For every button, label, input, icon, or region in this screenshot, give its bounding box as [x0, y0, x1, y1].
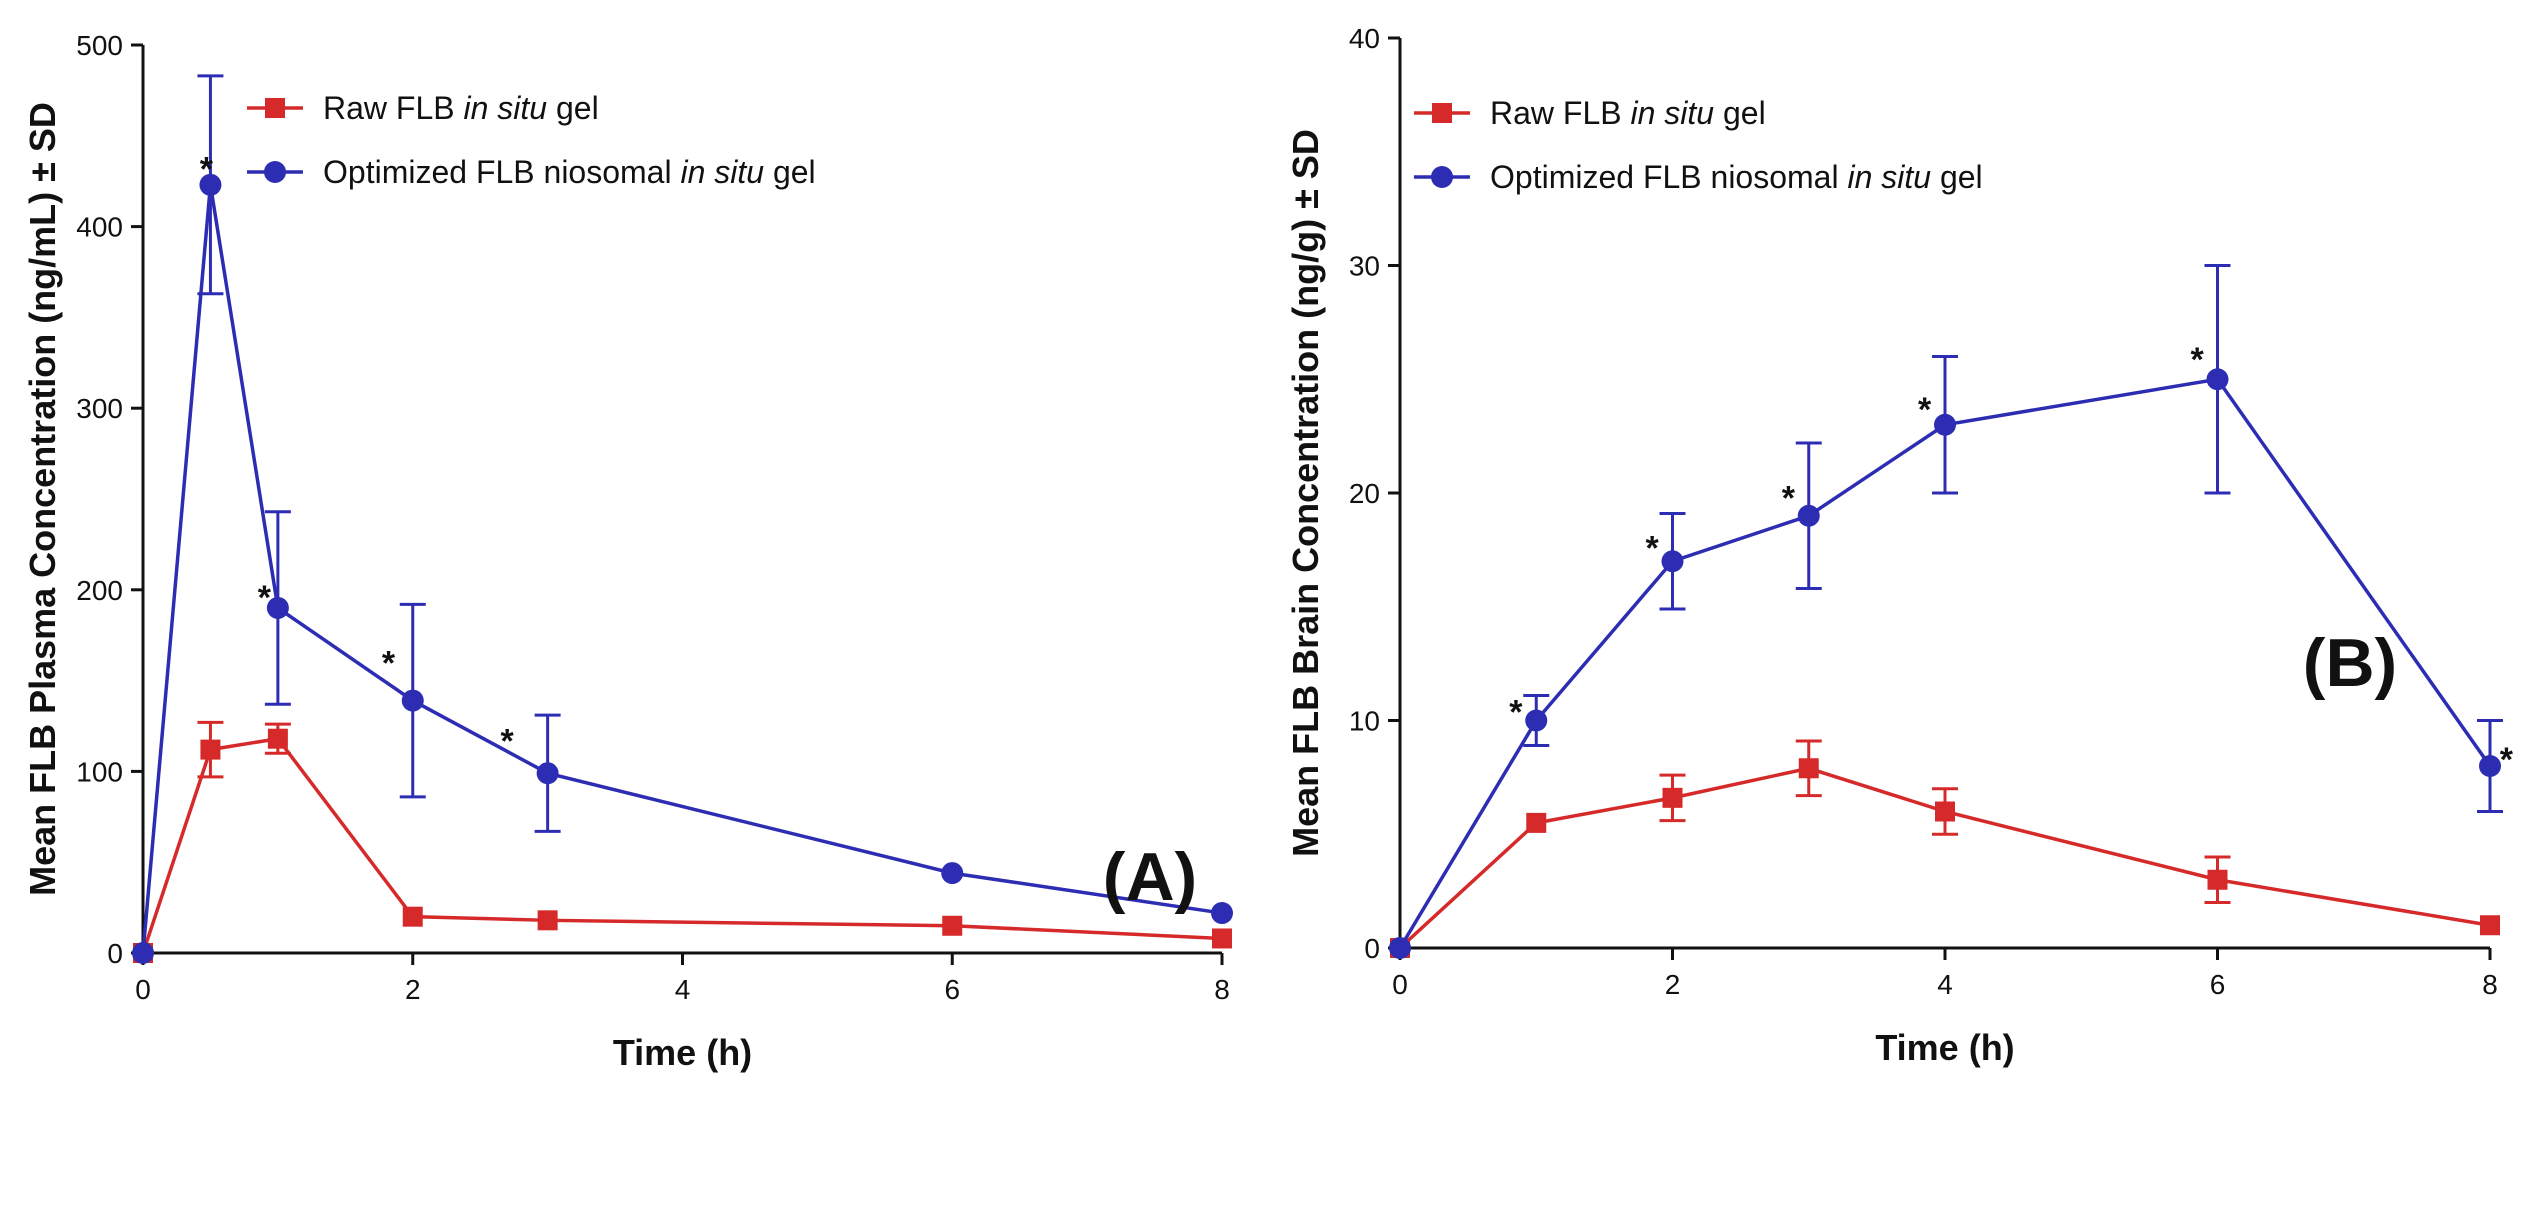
y-tick-label: 200: [76, 575, 123, 606]
series-raw-flb: [1390, 739, 2500, 958]
legend-item: Optimized FLB niosomal in situ gel: [1414, 159, 1983, 195]
x-tick-label: 0: [135, 974, 151, 1005]
y-tick-label: 40: [1349, 23, 1380, 54]
x-tick-label: 8: [1214, 974, 1230, 1005]
data-point: [941, 862, 964, 885]
x-axis-title: Time (h): [1875, 1027, 2014, 1068]
panel-label: (A): [1103, 839, 1197, 915]
data-point: [1934, 413, 1956, 436]
legend-label: Raw FLB in situ gel: [323, 90, 599, 126]
x-tick-label: 8: [2482, 969, 2498, 1000]
legend-marker: [265, 98, 285, 118]
legend-label: Raw FLB in situ gel: [1490, 95, 1766, 131]
panel-label: (B): [2303, 625, 2397, 701]
data-point: [1389, 937, 1411, 959]
legend-marker: [264, 161, 286, 183]
legend-label: Optimized FLB niosomal in situ gel: [1490, 159, 1983, 195]
data-point: [1662, 787, 1683, 808]
significance-marker: *: [1509, 693, 1523, 731]
data-point: [132, 942, 154, 964]
significance-marker: *: [2500, 741, 2514, 779]
data-point: [1525, 709, 1548, 732]
data-point: [1798, 758, 1819, 779]
legend-label-part: gel: [547, 90, 599, 126]
x-tick-label: 0: [1392, 969, 1408, 1000]
significance-marker: *: [1645, 530, 1659, 568]
x-tick-label: 4: [1937, 969, 1953, 1000]
data-point: [1661, 550, 1684, 573]
significance-marker: *: [200, 150, 214, 188]
x-axis-title: Time (h): [613, 1032, 752, 1073]
panel-a-chart: 0 2 4 6 8 0 100 200 300 400 500 Time (h) Mean FLB Pl…: [22, 30, 1233, 1073]
legend-label-part: gel: [1931, 159, 1983, 195]
data-point: [200, 739, 221, 760]
panel-b-chart: 0 2 4 6 8 0 10 20 30 40 Time (h) Mean FLB Brain Con…: [1285, 23, 2514, 1068]
data-point: [537, 910, 558, 931]
legend-label-part: gel: [764, 154, 816, 190]
series-raw-flb: [133, 720, 1232, 963]
legend-label-part: in situ: [680, 154, 764, 190]
y-tick-label: 300: [76, 393, 123, 424]
legend-item: Optimized FLB niosomal in situ gel: [247, 154, 816, 190]
data-point: [266, 596, 289, 619]
series-line: [141, 736, 1223, 954]
legend-label-part: Raw FLB: [1490, 95, 1630, 131]
legend-label-part: Optimized FLB niosomal: [1490, 159, 1847, 195]
y-tick-label: 0: [107, 938, 123, 969]
y-tick-label: 10: [1349, 706, 1380, 737]
legend-label-part: Raw FLB: [323, 90, 463, 126]
y-tick-label: 30: [1349, 251, 1380, 282]
x-tick-label: 2: [1665, 969, 1681, 1000]
legend-label: Optimized FLB niosomal in situ gel: [323, 154, 816, 190]
y-tick-label: 0: [1364, 933, 1380, 964]
legend-label-part: in situ: [1630, 95, 1714, 131]
significance-marker: *: [2190, 341, 2204, 379]
data-point: [1935, 801, 1955, 822]
y-tick-label: 400: [76, 212, 123, 243]
legend-item: Raw FLB in situ gel: [1414, 95, 1766, 131]
data-point: [1526, 812, 1547, 833]
significance-marker: *: [501, 723, 515, 761]
data-point: [402, 906, 423, 927]
x-tick-label: 2: [405, 974, 421, 1005]
y-tick-label: 20: [1349, 478, 1380, 509]
series-line: [141, 184, 1223, 954]
y-axis-title: Mean FLB Brain Concentration (ng/g) ± SD: [1285, 129, 1326, 857]
significance-marker: *: [258, 579, 272, 617]
x-tick-label: 6: [2210, 969, 2226, 1000]
legend-item: Raw FLB in situ gel: [247, 90, 599, 126]
legend-label-part: gel: [1714, 95, 1766, 131]
x-tick-label: 4: [675, 974, 691, 1005]
legend-marker: [1432, 103, 1452, 123]
data-point: [2479, 755, 2501, 777]
data-point: [942, 915, 963, 936]
legend-label-part: in situ: [463, 90, 547, 126]
y-axis-title: Mean FLB Plasma Concentration (ng/mL) ± …: [22, 102, 63, 896]
significance-marker: *: [1782, 480, 1796, 518]
data-point: [2206, 368, 2229, 391]
y-tick-label: 100: [76, 756, 123, 787]
series-optimized-flb: [132, 74, 1233, 964]
data-point: [2480, 915, 2500, 936]
legend-label-part: Optimized FLB niosomal: [323, 154, 680, 190]
data-point: [1212, 928, 1232, 949]
y-tick-label: 500: [76, 30, 123, 61]
data-point: [2207, 869, 2228, 890]
data-point: [536, 762, 559, 785]
legend-label-part: in situ: [1847, 159, 1931, 195]
x-tick-label: 6: [944, 974, 960, 1005]
significance-marker: *: [1918, 391, 1932, 429]
data-point: [1797, 504, 1820, 527]
data-point: [267, 728, 288, 749]
data-point: [401, 689, 424, 712]
legend-marker: [1431, 166, 1453, 188]
data-point: [199, 173, 222, 196]
series-optimized-flb: [1389, 264, 2503, 959]
significance-marker: *: [382, 644, 396, 682]
data-point: [1211, 902, 1233, 925]
